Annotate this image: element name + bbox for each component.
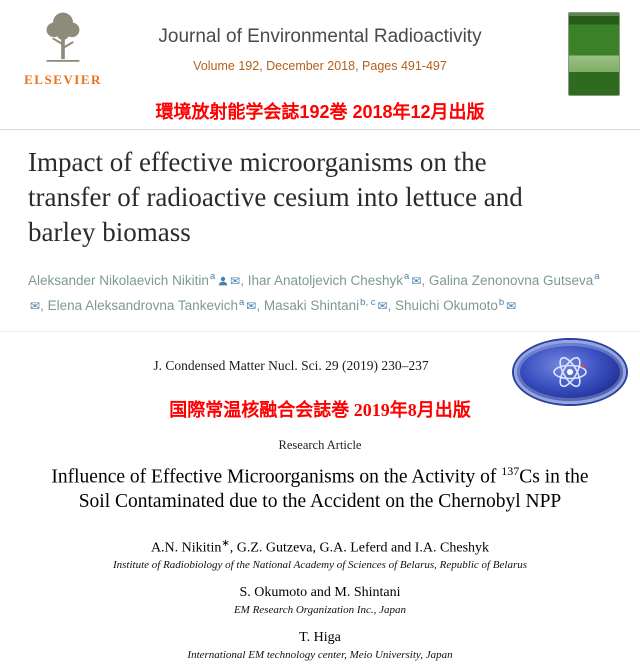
author-names: S. Okumoto and M. Shintani <box>239 585 401 601</box>
envelope-icon: ✉ <box>506 299 517 313</box>
sciencedirect-header: ELSEVIER Journal of Environmental Radioa… <box>0 0 640 100</box>
author-profile-icon <box>218 276 228 285</box>
article-title-2: Influence of Effective Microorganisms on… <box>0 459 640 514</box>
isotope-superscript: 137 <box>501 464 520 478</box>
article-title-1-line1: Impact of effective microorganisms on th… <box>28 147 487 177</box>
section-divider <box>0 331 640 332</box>
envelope-icon: ✉ <box>246 299 257 313</box>
elsevier-logo[interactable]: ELSEVIER <box>16 8 110 88</box>
envelope-icon: ✉ <box>377 299 388 313</box>
jcmns-paper: J. Condensed Matter Nucl. Sci. 29 (2019)… <box>0 332 640 661</box>
journal-citation: J. Condensed Matter Nucl. Sci. 29 (2019)… <box>153 358 429 373</box>
annotation-jp-1: 環境放射能学会誌192巻 2018年12月出版 <box>155 102 485 122</box>
header-divider <box>0 129 640 130</box>
affiliation: International EM technology center, Meio… <box>187 649 453 662</box>
article-type-label: Research Article <box>278 438 362 452</box>
envelope-icon: ✉ <box>411 273 422 288</box>
annotation-jp-2: 国際常温核融合会誌巻 2019年8月出版 <box>169 400 471 420</box>
author-names: T. Higa <box>299 630 341 646</box>
author-link[interactable]: Ihar Anatoljevich Cheshyka ✉, <box>247 271 429 288</box>
author-names: A.N. Nikitin∗, G.Z. Gutzeva, G.A. Leferd… <box>150 537 490 556</box>
author-group: T. Higa International EM technology cent… <box>0 630 640 661</box>
author-link[interactable]: Galina Zenonovna Gutsevaa✉, <box>30 271 600 313</box>
author-link[interactable]: Shuichi Okumotob ✉ <box>395 296 517 314</box>
article-title-1-line3: barley biomass <box>28 217 191 247</box>
affiliation: EM Research Organization Inc., Japan <box>233 604 407 617</box>
jcmns-journal-logo <box>514 340 626 404</box>
author-link[interactable]: Masaki Shintanib, c ✉, <box>263 296 396 314</box>
article-title-2-line1: Influence of Effective Microorganisms on… <box>51 464 589 488</box>
article-title-2-line2: Soil Contaminated due to the Accident on… <box>78 490 562 512</box>
corresponding-author-marker: ∗ <box>221 537 230 549</box>
atom-icon <box>553 356 587 388</box>
author-group: S. Okumoto and M. Shintani EM Research O… <box>0 585 640 616</box>
author-list-1: Aleksander Nikolaevich Nikitina ✉, Ihar A… <box>0 266 640 317</box>
journal-meta: Journal of Environmental Radioactivity V… <box>118 26 522 73</box>
author-link[interactable]: Elena Aleksandrovna Tankevicha ✉, <box>47 296 264 314</box>
volume-issue-link[interactable]: Volume 192, December 2018, Pages 491-497 <box>193 59 447 73</box>
journal-title-link[interactable]: Journal of Environmental Radioactivity <box>158 26 482 47</box>
journal-cover-thumbnail[interactable] <box>568 12 620 96</box>
envelope-icon: ✉ <box>30 299 41 313</box>
article-title-1: Impact of effective microorganisms on th… <box>0 145 640 250</box>
envelope-icon: ✉ <box>230 273 241 288</box>
elsevier-tree-icon <box>46 12 80 62</box>
author-link[interactable]: Aleksander Nikolaevich Nikitina ✉, <box>28 271 248 288</box>
elsevier-wordmark: ELSEVIER <box>24 72 102 87</box>
affiliation: Institute of Radiobiology of the Nationa… <box>112 559 528 572</box>
article-title-1-line2: transfer of radioactive cesium into lett… <box>28 182 523 212</box>
author-group: A.N. Nikitin∗, G.Z. Gutzeva, G.A. Leferd… <box>0 538 640 572</box>
